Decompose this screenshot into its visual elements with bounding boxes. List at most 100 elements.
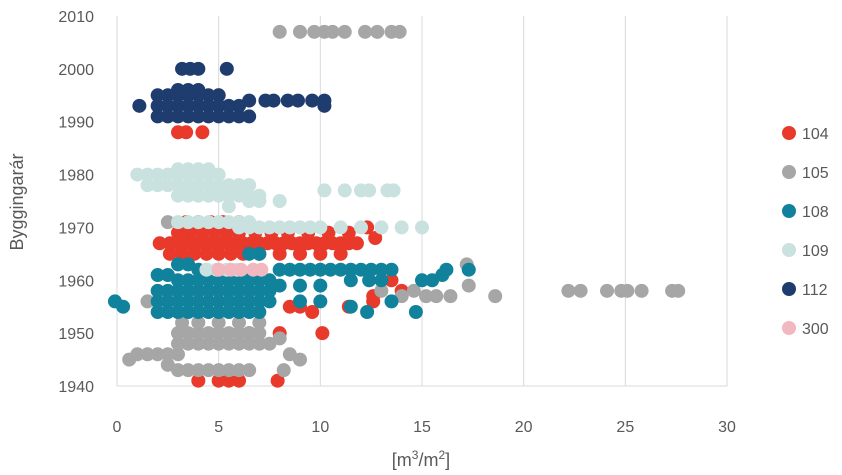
point-109: [221, 199, 236, 214]
point-104: [221, 373, 236, 388]
point-104: [207, 225, 222, 240]
legend-item-104: 104: [782, 126, 829, 143]
point-109: [191, 215, 206, 230]
point-108: [211, 283, 226, 298]
point-105: [201, 336, 216, 351]
x-tick-5: 5: [214, 419, 223, 436]
point-108: [181, 294, 196, 309]
point-109: [201, 162, 216, 177]
point-108: [333, 262, 348, 277]
point-105: [600, 283, 615, 298]
point-104: [219, 225, 234, 240]
point-105: [358, 24, 373, 39]
point-108: [160, 294, 175, 309]
point-108: [232, 305, 246, 319]
point-108: [201, 294, 216, 309]
point-108: [171, 283, 185, 298]
point-105: [140, 347, 155, 362]
point-112: [201, 98, 216, 113]
point-112: [211, 109, 226, 124]
point-112: [266, 93, 281, 108]
point-300: [211, 262, 226, 277]
point-104: [270, 373, 285, 388]
point-109: [242, 194, 257, 208]
point-112: [317, 98, 332, 113]
legend-label-104: 104: [802, 126, 829, 143]
point-105: [242, 336, 257, 351]
point-105: [671, 283, 686, 298]
point-105: [160, 347, 175, 362]
point-109: [317, 183, 332, 198]
point-105: [634, 283, 649, 298]
point-104: [179, 125, 194, 140]
point-105: [374, 283, 389, 298]
y-tick-labels: 1940 1950 1960 1970 1980 1990 2000 2010: [58, 9, 94, 396]
point-109: [181, 178, 196, 193]
point-104: [195, 125, 210, 140]
x-tick-labels: 0 5 10 15 20 25 30: [113, 419, 736, 436]
x-tick-20: 20: [515, 419, 533, 436]
point-105: [419, 289, 434, 304]
point-104: [211, 246, 226, 261]
x-axis-title: [m3/m2]: [392, 448, 450, 470]
y-tick-1950: 1950: [58, 326, 94, 343]
point-108: [323, 262, 338, 277]
point-105: [232, 336, 246, 351]
point-104: [313, 246, 328, 261]
legend-marker-105: [782, 165, 796, 179]
series-108: [107, 246, 476, 319]
point-112: [219, 61, 234, 76]
point-108: [374, 273, 389, 288]
point-105: [325, 24, 340, 39]
point-104: [183, 225, 198, 240]
point-108: [252, 273, 267, 288]
point-105: [221, 336, 236, 351]
legend-item-105: 105: [782, 165, 829, 182]
point-112: [181, 109, 196, 124]
x-tick-25: 25: [616, 419, 634, 436]
point-112: [305, 93, 320, 108]
x-tick-30: 30: [718, 419, 736, 436]
point-108: [313, 262, 328, 277]
point-105: [573, 283, 588, 298]
point-109: [140, 178, 155, 193]
point-108: [439, 262, 454, 277]
point-105: [221, 326, 236, 341]
legend-marker-300: [782, 321, 796, 335]
point-105: [561, 283, 576, 298]
point-105: [130, 347, 145, 362]
point-108: [272, 262, 287, 277]
point-108: [116, 299, 131, 314]
point-104: [195, 225, 210, 240]
point-109: [181, 215, 196, 230]
point-112: [171, 109, 185, 124]
point-108: [171, 273, 185, 288]
point-112: [150, 109, 165, 124]
x-axis-title-sup1: 3: [412, 448, 419, 462]
gridlines: [116, 16, 728, 387]
point-108: [211, 305, 226, 319]
point-109: [171, 162, 185, 177]
point-108: [232, 273, 246, 288]
point-109: [221, 178, 236, 193]
point-109: [242, 220, 257, 235]
point-105: [181, 326, 196, 341]
point-104: [293, 246, 307, 261]
legend-marker-112: [782, 282, 796, 296]
point-108: [408, 305, 423, 319]
point-104: [191, 373, 206, 388]
point-108: [293, 278, 307, 293]
point-109: [337, 183, 352, 198]
point-112: [150, 98, 165, 113]
data-points: [107, 24, 686, 388]
point-105: [175, 315, 190, 330]
point-112: [221, 98, 236, 113]
y-tick-1980: 1980: [58, 168, 94, 185]
point-104: [187, 246, 202, 261]
y-tick-2000: 2000: [58, 62, 94, 79]
series-300: [211, 262, 269, 277]
point-109: [333, 220, 348, 235]
legend-item-108: 108: [782, 204, 829, 221]
point-108: [191, 305, 206, 319]
